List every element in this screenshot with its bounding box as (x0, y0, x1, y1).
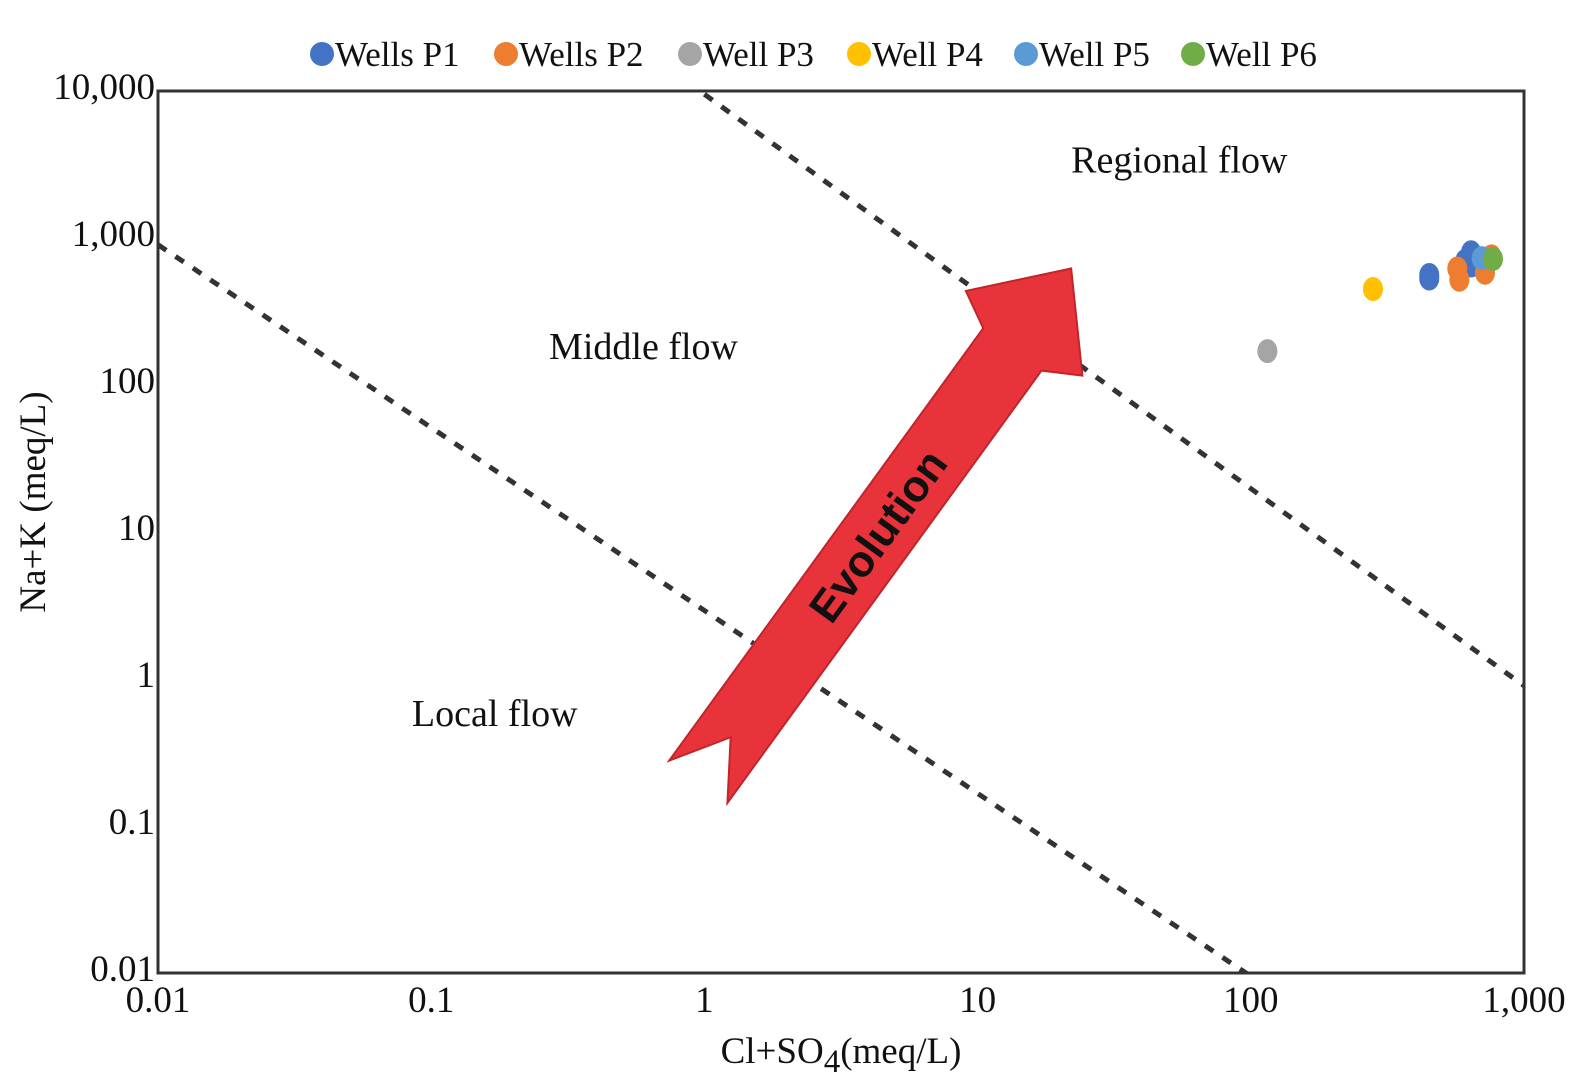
data-point (1419, 266, 1440, 291)
legend-label: Wells P2 (519, 35, 644, 74)
legend-marker (847, 42, 871, 66)
y-tick-label: 1,000 (72, 214, 155, 255)
x-tick-label: 1 (695, 980, 714, 1021)
legend-label: Well P6 (1206, 35, 1317, 74)
data-point (1482, 246, 1503, 271)
y-tick-label: 0.01 (90, 949, 155, 990)
legend-marker (678, 42, 702, 66)
x-tick-label: 0.01 (126, 980, 191, 1021)
legend-label: Wells P1 (335, 35, 460, 74)
boundary-line (702, 92, 1524, 688)
y-tick-label: 1 (137, 655, 156, 696)
data-point (1362, 276, 1383, 301)
x-tick-labels: 0.01 0.1 1 10 100 1,000 (126, 980, 1566, 1021)
evolution-arrow (666, 267, 1084, 807)
x-tick-label: 1,000 (1482, 980, 1565, 1021)
region-labels: Regional flow Middle flow Local flow (412, 139, 1288, 735)
y-tick-label: 100 (100, 361, 156, 402)
legend-label: Well P4 (872, 35, 983, 74)
boundary-line (158, 242, 1251, 973)
x-tick-label: 10 (959, 980, 996, 1021)
x-axis-title-unit: (meq/L) (840, 1031, 961, 1072)
y-axis-title: Na+K (meq/L) (13, 391, 54, 612)
data-points (1257, 240, 1503, 364)
legend-label: Well P3 (703, 35, 814, 74)
legend-label: Well P5 (1039, 35, 1150, 74)
legend-marker (1014, 42, 1038, 66)
legend-marker (1181, 42, 1205, 66)
x-axis-title-subscript: 4 (824, 1044, 841, 1080)
y-tick-labels: 0.01 0.1 1 10 100 1,000 10,000 (53, 67, 155, 990)
evolution-label: Evolution (800, 441, 957, 632)
legend-marker (494, 42, 518, 66)
plot-frame (156, 89, 1526, 975)
data-point (1449, 267, 1470, 292)
region-label: Regional flow (1071, 139, 1288, 181)
y-tick-label: 10 (118, 508, 155, 549)
x-axis-title: Cl+SO4(meq/L) (721, 1031, 962, 1080)
legend: Wells P1 Wells P2 Well P3 Well P4 Well P5 Wel… (310, 35, 1317, 74)
y-tick-label: 0.1 (109, 802, 155, 843)
data-point (1257, 339, 1278, 364)
y-tick-label: 10,000 (53, 67, 155, 108)
region-label: Middle flow (549, 326, 738, 368)
evolution-arrow-group: Evolution (666, 267, 1084, 807)
legend-marker (310, 42, 334, 66)
x-axis-title-main: Cl+SO (721, 1031, 824, 1072)
x-tick-label: 0.1 (408, 980, 454, 1021)
flow-boundary-lines (158, 92, 1524, 973)
x-tick-label: 100 (1223, 980, 1279, 1021)
region-label: Local flow (412, 693, 578, 735)
